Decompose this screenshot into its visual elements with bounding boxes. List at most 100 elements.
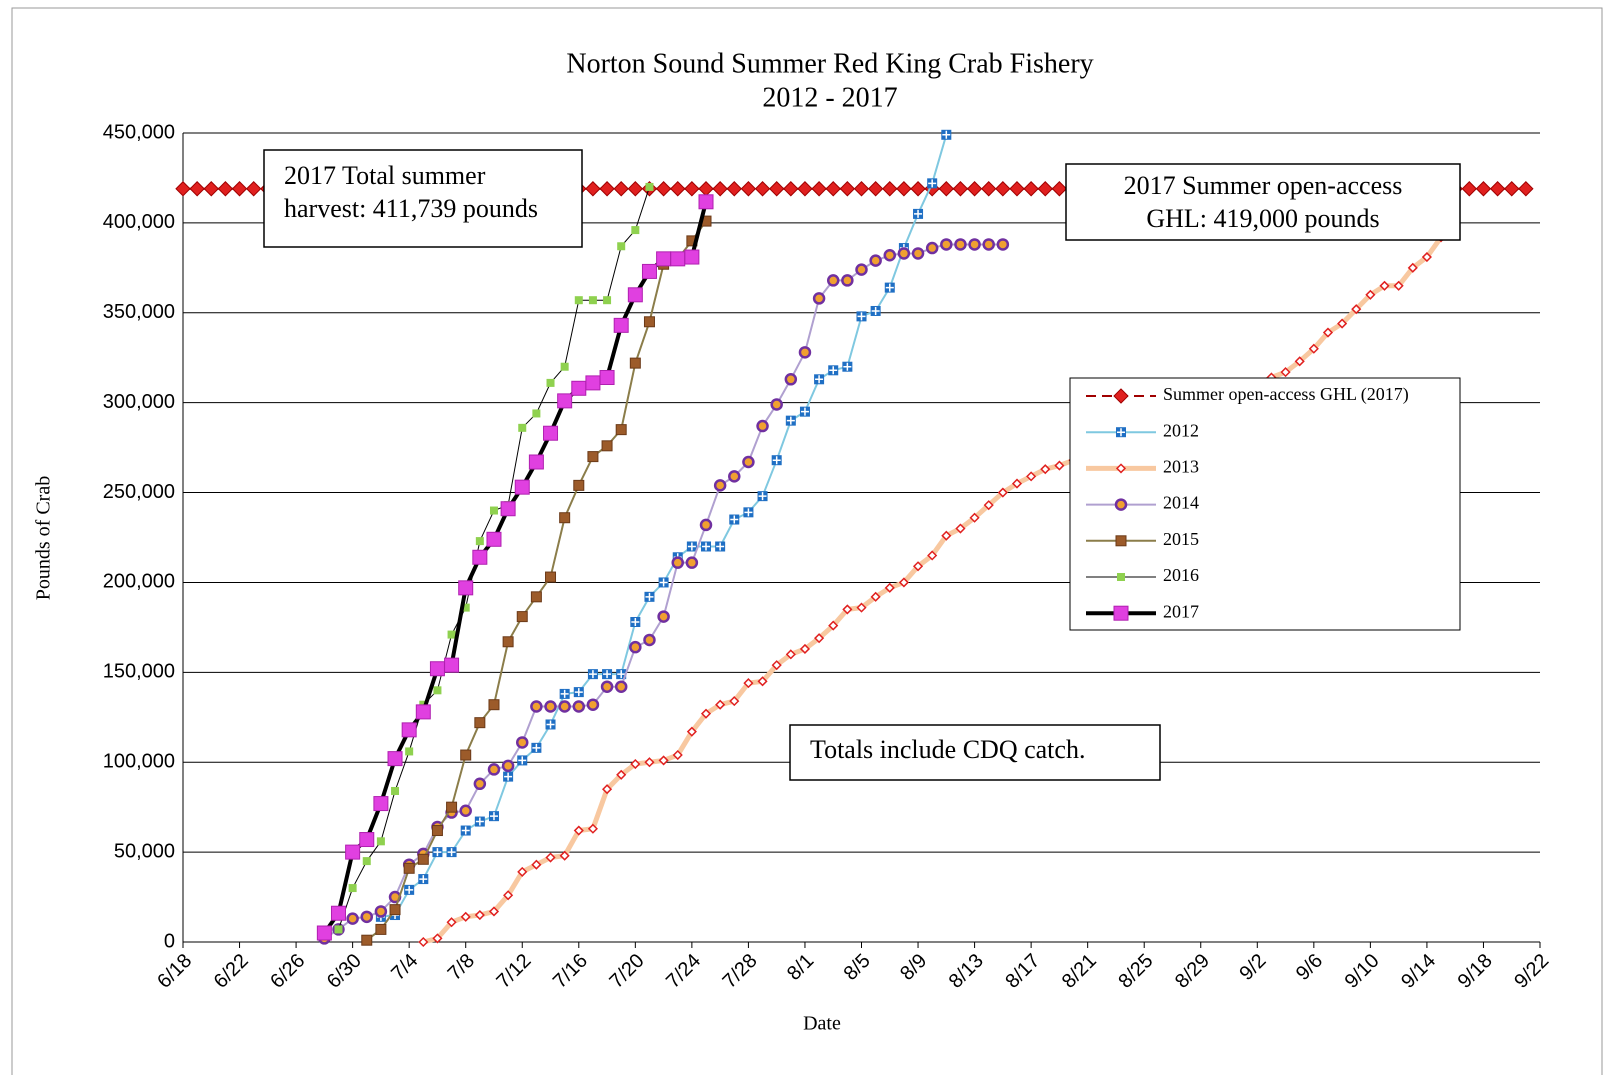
marker bbox=[713, 479, 727, 492]
marker bbox=[488, 699, 500, 711]
marker-part bbox=[475, 817, 484, 826]
marker-part bbox=[825, 181, 841, 197]
marker bbox=[1504, 181, 1520, 197]
marker bbox=[460, 749, 472, 761]
marker-part bbox=[855, 263, 868, 276]
marker bbox=[571, 380, 587, 396]
marker bbox=[645, 182, 654, 191]
marker-part bbox=[942, 130, 951, 139]
marker bbox=[545, 571, 557, 583]
marker bbox=[740, 181, 757, 197]
marker-part bbox=[684, 181, 700, 197]
marker-part bbox=[784, 373, 798, 386]
marker-part bbox=[546, 378, 555, 387]
marker-part bbox=[629, 357, 641, 369]
marker bbox=[1379, 280, 1390, 291]
marker bbox=[488, 906, 500, 917]
marker bbox=[940, 238, 953, 251]
marker bbox=[460, 911, 471, 922]
marker bbox=[941, 129, 952, 140]
x-tick-label: 8/1 bbox=[783, 950, 818, 985]
marker-part bbox=[629, 640, 642, 654]
marker bbox=[330, 905, 346, 921]
marker-part bbox=[698, 194, 714, 210]
marker-part bbox=[516, 736, 529, 749]
marker-part bbox=[883, 248, 897, 262]
marker-part bbox=[925, 241, 939, 255]
marker bbox=[175, 181, 191, 197]
marker-part bbox=[557, 393, 573, 409]
x-tick-label: 7/16 bbox=[549, 950, 592, 993]
marker bbox=[602, 784, 613, 795]
marker-part bbox=[729, 696, 740, 707]
marker-part bbox=[617, 242, 626, 251]
marker-part bbox=[671, 556, 684, 569]
marker bbox=[530, 700, 543, 713]
x-tick-label: 9/22 bbox=[1510, 950, 1553, 993]
marker bbox=[1351, 304, 1362, 315]
marker-part bbox=[1115, 535, 1127, 547]
marker-part bbox=[940, 238, 953, 251]
marker bbox=[631, 226, 640, 235]
marker-part bbox=[884, 582, 895, 593]
marker bbox=[573, 479, 585, 491]
marker-part bbox=[684, 249, 700, 265]
marker-part bbox=[599, 369, 615, 385]
marker bbox=[446, 801, 458, 813]
x-tick-label: 6/30 bbox=[323, 950, 366, 993]
marker-part bbox=[630, 758, 641, 770]
marker-part bbox=[175, 181, 191, 197]
marker-part bbox=[686, 726, 697, 737]
marker-part bbox=[585, 375, 601, 391]
frame bbox=[11, 7, 1603, 1075]
marker-part bbox=[389, 904, 401, 916]
marker-part bbox=[656, 251, 672, 267]
marker-part bbox=[418, 936, 429, 948]
marker bbox=[360, 910, 374, 924]
marker bbox=[853, 181, 870, 197]
marker bbox=[613, 181, 629, 197]
marker bbox=[771, 660, 782, 671]
marker bbox=[559, 688, 570, 699]
marker bbox=[658, 755, 669, 766]
marker bbox=[797, 181, 813, 197]
marker-part bbox=[783, 181, 799, 197]
marker-part bbox=[559, 512, 571, 524]
marker-part bbox=[898, 577, 909, 588]
marker bbox=[869, 254, 882, 267]
marker-part bbox=[885, 283, 894, 292]
marker-part bbox=[429, 661, 445, 677]
marker bbox=[361, 934, 373, 946]
marker bbox=[1113, 388, 1129, 404]
marker bbox=[359, 832, 375, 848]
marker-part bbox=[488, 906, 500, 917]
marker-part bbox=[585, 181, 601, 197]
marker-part bbox=[843, 362, 852, 371]
marker-part bbox=[955, 523, 966, 534]
marker bbox=[574, 296, 583, 305]
marker bbox=[444, 657, 460, 673]
x-tick-label: 8/21 bbox=[1058, 950, 1101, 993]
marker bbox=[870, 591, 881, 602]
marker bbox=[870, 305, 881, 316]
x-tick-label: 9/14 bbox=[1397, 950, 1440, 993]
marker bbox=[996, 238, 1010, 251]
marker bbox=[629, 357, 641, 369]
marker bbox=[460, 825, 471, 836]
marker-part bbox=[712, 181, 728, 197]
marker bbox=[503, 771, 514, 782]
marker bbox=[910, 181, 926, 197]
marker bbox=[558, 700, 571, 713]
marker-part bbox=[754, 181, 771, 197]
marker bbox=[531, 742, 542, 753]
marker-part bbox=[1475, 181, 1492, 197]
marker-part bbox=[489, 506, 498, 515]
marker-part bbox=[488, 699, 500, 711]
marker bbox=[617, 242, 626, 251]
marker bbox=[316, 925, 332, 941]
marker-part bbox=[655, 181, 672, 197]
x-tick-label: 7/12 bbox=[492, 950, 535, 993]
marker bbox=[446, 917, 457, 928]
marker bbox=[671, 556, 684, 569]
marker-part bbox=[359, 832, 375, 848]
